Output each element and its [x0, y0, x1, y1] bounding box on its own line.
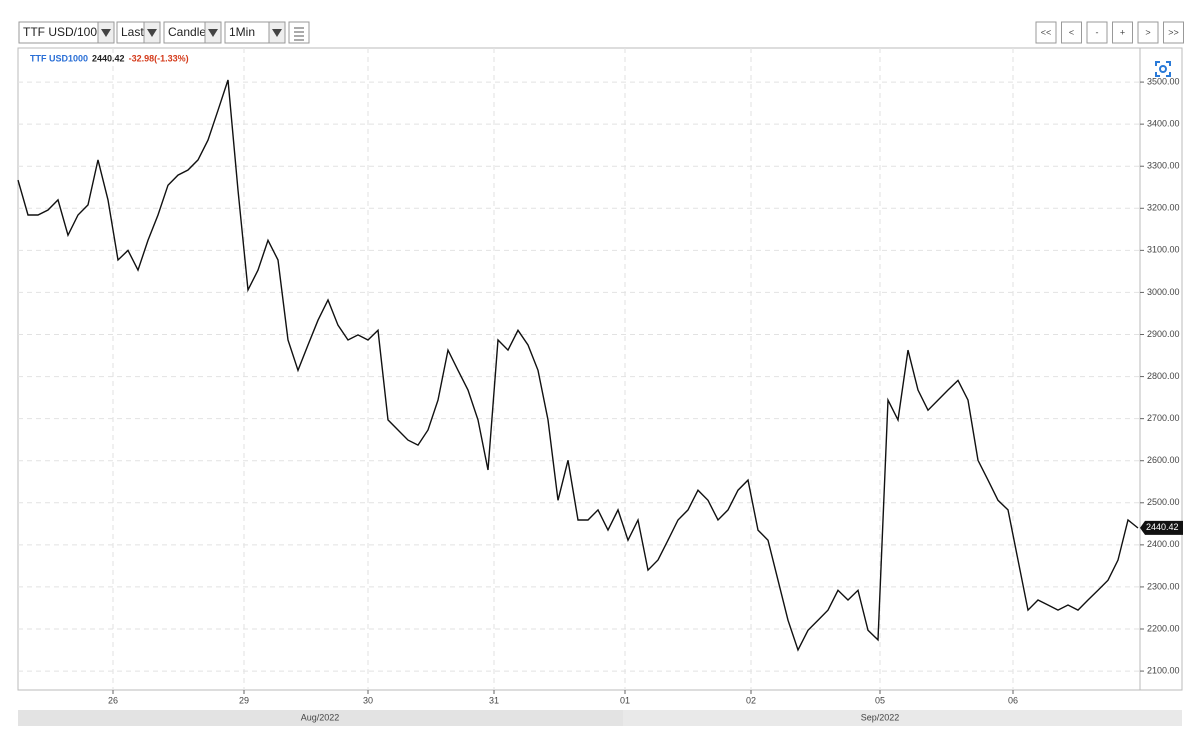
nav-button[interactable]: <: [1061, 21, 1082, 44]
x-tick-label: 29: [239, 695, 249, 705]
field-select[interactable]: Last: [116, 21, 161, 44]
nav-button[interactable]: <<: [1035, 21, 1057, 44]
symbol-text: TTF USD/100: [23, 25, 97, 39]
nav-button-label: -: [1096, 27, 1099, 37]
y-tick-label: 3300.00: [1147, 161, 1180, 171]
y-tick-label: 2600.00: [1147, 455, 1180, 465]
y-tick-label: 3400.00: [1147, 119, 1180, 129]
nav-button-label: >>: [1168, 27, 1179, 37]
y-tick-label: 2100.00: [1147, 665, 1180, 675]
symbol-select[interactable]: TTF USD/100: [18, 21, 115, 44]
nav-button[interactable]: -: [1086, 21, 1108, 44]
price-line: [17, 79, 1139, 652]
legend-symbol: TTF USD1000: [30, 53, 88, 63]
nav-button[interactable]: >: [1137, 21, 1159, 44]
settings-button[interactable]: [288, 21, 310, 44]
month-band: [18, 710, 623, 726]
nav-button[interactable]: >>: [1163, 21, 1184, 44]
x-tick-label: 02: [746, 695, 756, 705]
nav-button-label: <<: [1041, 27, 1052, 37]
nav-button-box: [1086, 21, 1108, 44]
nav-button[interactable]: +: [1112, 21, 1133, 44]
legend-change: -32.98(-1.33%): [129, 53, 189, 63]
interval-text: 1Min: [229, 25, 255, 39]
nav-button-box: [1112, 21, 1133, 44]
x-tick-label: 01: [620, 695, 630, 705]
nav-button-box: [1163, 21, 1184, 44]
x-tick-label: 06: [1008, 695, 1018, 705]
x-tick-label: 30: [363, 695, 373, 705]
month-label: Sep/2022: [861, 712, 900, 722]
y-tick-label: 2300.00: [1147, 581, 1180, 591]
nav-button-box: [1061, 21, 1082, 44]
legend-last: 2440.42: [92, 53, 125, 63]
style-text: Candle: [168, 25, 206, 39]
x-tick-label: 05: [875, 695, 885, 705]
field-text: Last: [121, 25, 144, 39]
y-tick-label: 3100.00: [1147, 245, 1180, 255]
y-axis: [1139, 47, 1183, 691]
last-price-label: 2440.42: [1146, 522, 1179, 532]
nav-button-label: <: [1069, 27, 1074, 37]
y-tick-label: 2500.00: [1147, 497, 1180, 507]
x-tick-label: 26: [108, 695, 118, 705]
y-tick-label: 2200.00: [1147, 623, 1180, 633]
y-tick-label: 3200.00: [1147, 203, 1180, 213]
month-band: [623, 710, 1182, 726]
screenshot-button[interactable]: [1152, 58, 1174, 80]
y-tick-label: 2400.00: [1147, 539, 1180, 549]
nav-button-box: [1137, 21, 1159, 44]
y-tick-label: 3000.00: [1147, 287, 1180, 297]
nav-button-box: [1035, 21, 1057, 44]
x-tick-label: 31: [489, 695, 499, 705]
y-tick-label: 2900.00: [1147, 329, 1180, 339]
style-select[interactable]: Candle: [163, 21, 222, 44]
last-price-tag: [1140, 520, 1183, 535]
nav-button-label: +: [1120, 27, 1125, 37]
plot-area: [17, 47, 1141, 691]
month-label: Aug/2022: [301, 712, 340, 722]
y-tick-label: 3500.00: [1147, 76, 1180, 86]
interval-select[interactable]: 1Min: [224, 21, 286, 44]
nav-button-label: >: [1145, 27, 1150, 37]
y-tick-label: 2700.00: [1147, 413, 1180, 423]
y-tick-label: 2800.00: [1147, 371, 1180, 381]
